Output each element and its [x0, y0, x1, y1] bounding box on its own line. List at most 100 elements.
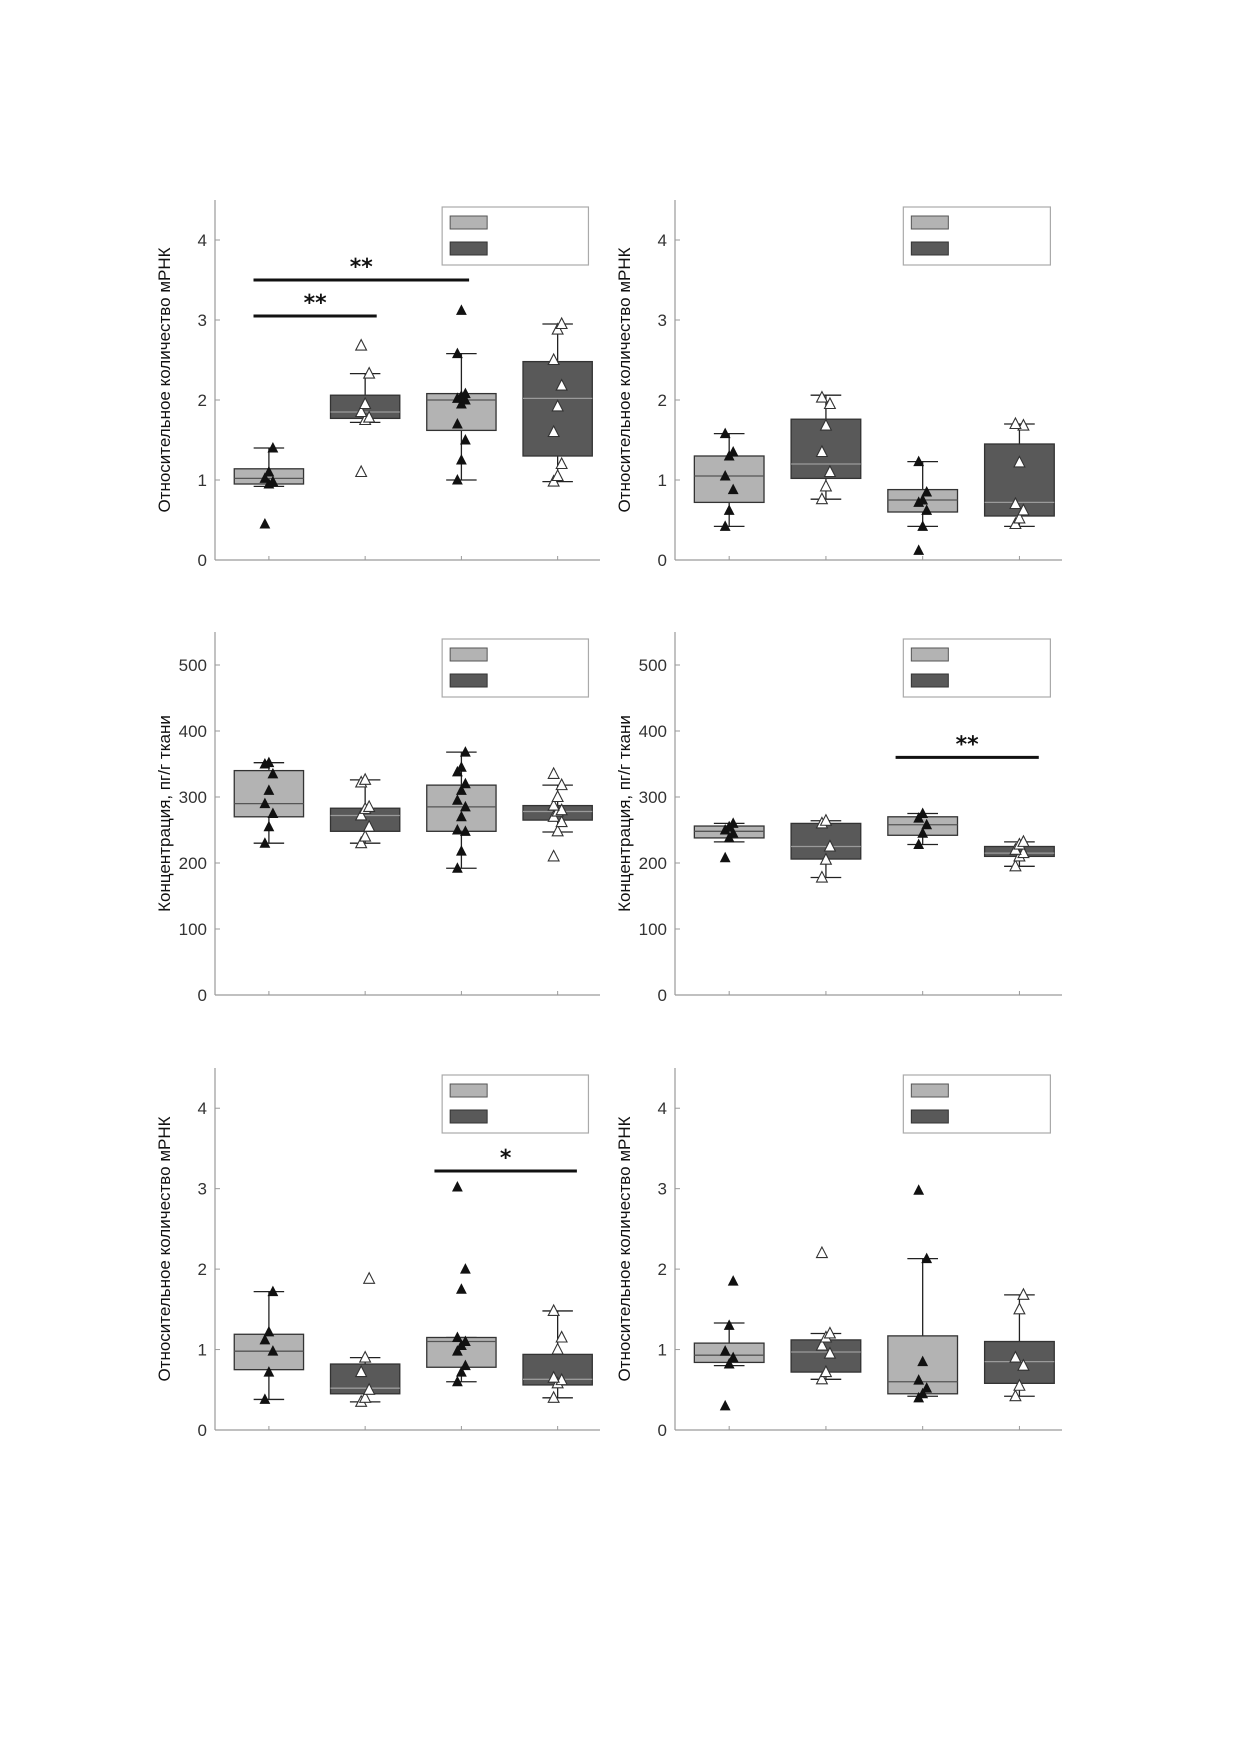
data-point-open	[362, 1382, 376, 1395]
data-point-filled	[913, 838, 925, 850]
data-point-filled	[917, 807, 929, 818]
data-point-open	[354, 464, 368, 478]
y-tick-label: 1	[658, 471, 667, 490]
data-point-open	[551, 824, 564, 837]
data-point-open	[1013, 1378, 1026, 1391]
y-tick-label: 0	[658, 986, 667, 1005]
data-point-filled	[263, 784, 275, 795]
data-point-filled	[259, 1393, 271, 1404]
y-tick-label: 3	[658, 1180, 667, 1199]
data-point-filled	[921, 486, 933, 497]
data-point-filled	[460, 800, 471, 812]
y-tick-label: 0	[658, 551, 667, 570]
data-point-open	[815, 444, 829, 458]
data-point-filled	[267, 807, 279, 818]
y-tick-label: 100	[639, 920, 667, 939]
data-point-filled	[456, 1366, 467, 1377]
data-point-filled	[456, 454, 467, 465]
data-point-open	[1013, 511, 1026, 524]
box-dark	[329, 1363, 401, 1395]
data-point-open	[815, 870, 829, 883]
data-point-open	[551, 399, 564, 412]
data-point-filled	[719, 470, 731, 481]
legend-swatch-light	[910, 215, 949, 230]
legend-swatch-light	[910, 1083, 949, 1098]
data-point-filled	[460, 387, 471, 399]
y-tick-label: 1	[658, 1341, 667, 1360]
y-axis-label: Относительное количество мРНК	[615, 1116, 634, 1381]
data-point-filled	[259, 1333, 271, 1345]
data-point-open	[547, 798, 560, 811]
legend-swatch-light	[449, 647, 488, 662]
data-point-open	[1013, 455, 1026, 468]
data-point-filled	[723, 1319, 735, 1330]
data-point-filled	[727, 446, 739, 457]
y-tick-label: 2	[198, 391, 207, 410]
data-point-open	[555, 456, 568, 470]
data-point-open	[1017, 1358, 1030, 1371]
data-point-open	[1017, 503, 1030, 516]
data-point-filled	[719, 1345, 731, 1356]
data-point-filled	[452, 1375, 463, 1387]
data-point-open	[551, 1342, 564, 1355]
panel-middle-right: 0 100 200 300 400 500 Концентрация, пг/г ткани…	[615, 632, 1062, 1005]
data-point-filled	[460, 1263, 471, 1274]
data-point-open	[547, 849, 560, 862]
y-tick-label: 1	[198, 471, 207, 490]
data-point-filled	[259, 837, 271, 848]
data-point-open	[823, 1346, 837, 1359]
data-point-filled	[456, 845, 467, 856]
panel-bottom-left: 0 1 2 3 4 Относительное количество мРНК *	[155, 1068, 600, 1440]
data-point-filled	[263, 1366, 275, 1377]
data-point-filled	[727, 827, 739, 838]
data-point-filled	[917, 827, 929, 838]
data-point-filled	[456, 304, 467, 315]
data-point-filled	[727, 1351, 739, 1363]
legend-swatch-dark	[449, 1109, 488, 1124]
y-tick-label: 4	[658, 1099, 667, 1118]
data-point-open	[362, 819, 376, 832]
data-point-filled	[719, 1399, 731, 1411]
data-point-open	[823, 1326, 837, 1339]
data-point-filled	[259, 472, 271, 483]
data-point-open	[1017, 1287, 1030, 1300]
data-point-open	[354, 338, 368, 351]
y-tick-label: 3	[658, 311, 667, 330]
data-point-filled	[727, 483, 739, 495]
y-tick-label: 2	[658, 391, 667, 410]
panel-middle-left: 0 100 200 300 400 500 Концентрация, пг/г ткани	[155, 632, 600, 1005]
y-tick-label: 4	[658, 231, 667, 250]
data-point-open	[555, 316, 568, 330]
data-point-open	[823, 464, 837, 478]
data-point-open	[555, 378, 568, 391]
data-point-filled	[267, 442, 279, 453]
data-point-filled	[913, 1374, 925, 1385]
data-point-open	[1009, 496, 1022, 510]
data-point-filled	[921, 1252, 933, 1264]
data-point-filled	[452, 418, 463, 429]
data-point-filled	[452, 862, 463, 873]
data-point-filled	[727, 1275, 739, 1286]
data-point-filled	[452, 794, 463, 805]
data-point-filled	[913, 544, 925, 555]
significance-stars: **	[956, 732, 980, 757]
data-point-filled	[719, 427, 731, 439]
data-point-filled	[917, 1355, 929, 1367]
panel-bottom-right: 0 1 2 3 4 Относительное количество мРНК	[615, 1068, 1062, 1440]
y-tick-label: 500	[639, 656, 667, 675]
y-tick-label: 400	[179, 722, 207, 741]
data-point-open	[819, 479, 833, 492]
y-tick-label: 0	[658, 1421, 667, 1440]
data-point-open	[1013, 1302, 1026, 1315]
data-point-filled	[263, 1325, 275, 1337]
y-tick-label: 3	[198, 311, 207, 330]
data-point-filled	[456, 784, 467, 795]
y-axis-label: Концентрация, пг/г ткани	[155, 715, 174, 912]
data-point-open	[362, 799, 376, 812]
data-point-filled	[917, 1387, 929, 1399]
data-point-filled	[921, 1382, 933, 1393]
data-point-open	[1009, 1389, 1022, 1402]
significance-stars: **	[350, 255, 374, 280]
panel-top-left: 0 1 2 3 4 Относительное количество мРНК ** **	[155, 200, 600, 570]
